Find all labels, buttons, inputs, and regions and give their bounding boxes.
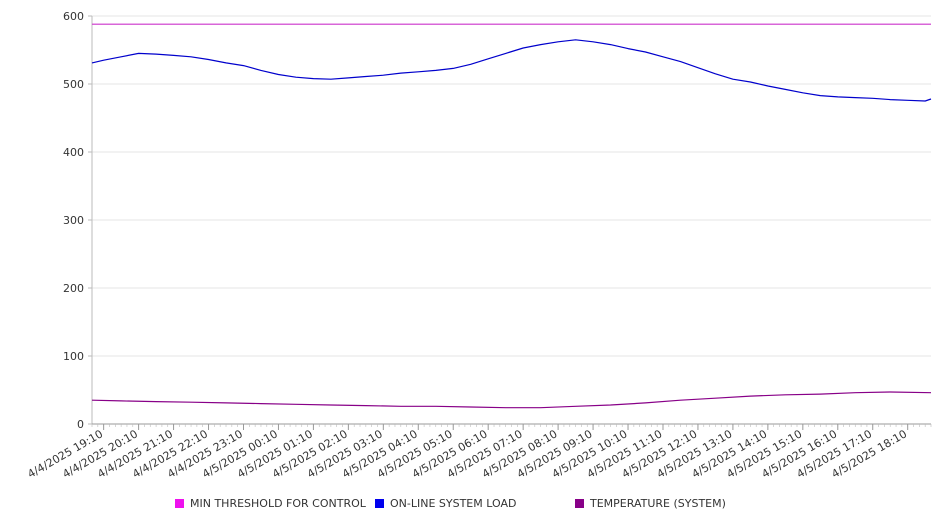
legend-item-system-load: ON-LINE SYSTEM LOAD — [375, 497, 516, 510]
legend-label-system-load: ON-LINE SYSTEM LOAD — [390, 497, 517, 510]
series-lines — [91, 23, 932, 409]
y-tick-label: 0 — [77, 418, 84, 431]
y-tick-labels: 0 100 200 300 400 500 600 — [63, 10, 92, 431]
legend-label-threshold: MIN THRESHOLD FOR CONTROL — [190, 497, 366, 510]
legend-label-temperature: TEMPERATURE (SYSTEM) — [590, 497, 726, 510]
y-tick-label: 500 — [63, 78, 84, 91]
legend-item-threshold: MIN THRESHOLD FOR CONTROL — [175, 497, 366, 510]
series-system-load-line — [91, 39, 932, 102]
legend-swatch-system-load — [375, 499, 384, 508]
legend-item-temperature: TEMPERATURE (SYSTEM) — [575, 497, 726, 510]
gridlines — [92, 15, 931, 357]
series-temperature-line — [91, 391, 932, 409]
y-tick-label: 100 — [63, 350, 84, 363]
legend: MIN THRESHOLD FOR CONTROL ON-LINE SYSTEM… — [0, 497, 946, 515]
y-tick-label: 400 — [63, 146, 84, 159]
x-tick-labels: 4/4/2025 19:104/4/2025 20:104/4/2025 21:… — [25, 424, 932, 481]
legend-swatch-threshold — [175, 499, 184, 508]
legend-swatch-temperature — [575, 499, 584, 508]
y-tick-label: 600 — [63, 10, 84, 23]
y-tick-label: 300 — [63, 214, 84, 227]
chart-svg: 0 100 200 300 400 500 600 4/4/2025 19:104/4/20… — [25, 10, 932, 481]
y-tick-label: 200 — [63, 282, 84, 295]
